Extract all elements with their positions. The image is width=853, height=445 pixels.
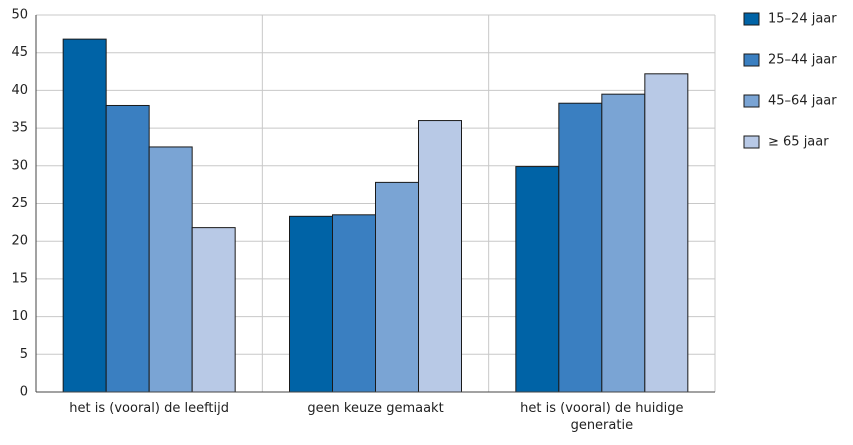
bar [105,104,150,393]
legend-label: 25–44 jaar [768,53,837,68]
y-tick-label: 0 [20,385,28,400]
bar [148,146,193,393]
bar [62,38,107,393]
y-tick-label: 20 [11,234,28,249]
bar [515,166,560,393]
bar [289,215,333,393]
legend-label: ≥ 65 jaar [768,135,829,150]
y-tick-label: 10 [11,309,28,324]
y-tick-label: 35 [11,121,28,136]
y-tick-label: 50 [11,8,28,23]
y-tick-label: 15 [11,271,28,286]
y-tick-label: 45 [11,45,28,60]
bar [644,73,689,393]
bar [558,102,603,393]
bar [375,181,419,393]
x-tick-label: het is (vooral) de huidige generatie [520,401,684,433]
y-tick-label: 30 [11,158,28,173]
legend-swatch [743,12,760,26]
y-tick-label: 5 [20,347,28,362]
y-tick-label: 25 [11,196,28,211]
bar [332,214,376,393]
legend-swatch [743,94,760,108]
bar [418,120,462,393]
bar [601,93,646,393]
legend-swatch [743,135,760,149]
legend-label: 15–24 jaar [768,12,837,27]
legend-swatch [743,53,760,67]
y-tick-label: 40 [11,83,28,98]
legend-label: 45–64 jaar [768,94,837,109]
bar [191,227,236,393]
x-tick-label: geen keuze gemaakt [307,401,444,416]
x-tick-label: het is (vooral) de leeftijd [69,401,229,416]
